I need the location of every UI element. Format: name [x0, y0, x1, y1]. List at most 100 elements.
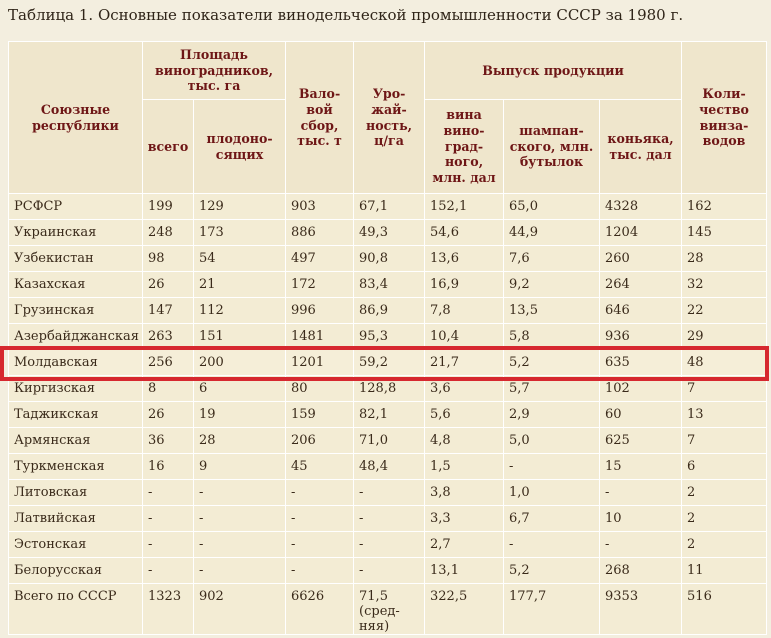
cell-cognac: 625 [599, 427, 683, 454]
cell-wineries: 13 [681, 401, 768, 428]
cell-republic: Эстонская [8, 531, 143, 558]
cell-republic: Литовская [8, 479, 143, 506]
cell-republic: Грузинская [8, 297, 143, 324]
header-wineries: Коли-чество винза-водов [681, 41, 768, 194]
cell-wine: 21,7 [424, 349, 505, 376]
table-row: Молдавская 256 200 1201 59,2 21,7 5,2 635 48 [8, 349, 768, 376]
cell-republic: Всего по СССР [8, 583, 143, 635]
cell-champagne: 5,7 [503, 375, 601, 402]
cell-republic: Молдавская [8, 349, 143, 376]
table-row: Эстонская - - - -2,7- -2 [8, 531, 768, 558]
table-row: Киргизская 8 6 80 128,8 3,6 5,7 102 7 [8, 375, 768, 402]
cell-champagne: 6,7 [503, 505, 601, 532]
cell-area-total: 36 [142, 427, 194, 454]
cell-republic: Узбекистан [8, 245, 143, 272]
header-wine: вина вино-град-ного, млн. дал [424, 99, 505, 194]
table-row: Грузинская 147 112 996 86,9 7,8 13,5 646 22 [8, 297, 768, 324]
cell-republic: Таджикская [8, 401, 143, 428]
cell-wine: 2,7 [424, 531, 505, 558]
cell-wineries: 2 [681, 505, 768, 532]
cell-area-total: 199 [142, 193, 194, 220]
cell-wine: 3,3 [424, 505, 505, 532]
cell-area-total: 248 [142, 219, 194, 246]
cell-area-total: 26 [142, 271, 194, 298]
cell-area-fruit: 173 [192, 219, 287, 246]
table-row: Туркменская 16 9 45 48,4 1,5-15 6 [8, 453, 768, 480]
cell-area-fruit: - [192, 531, 287, 558]
cell-yield: 71,5 (сред-няя) [353, 583, 426, 635]
cell-wine: 152,1 [424, 193, 505, 220]
cell-area-total: - [142, 479, 194, 506]
cell-cognac: 646 [599, 297, 683, 324]
cell-area-fruit: 151 [192, 323, 287, 350]
cell-champagne: 13,5 [503, 297, 601, 324]
cell-area-total: 26 [142, 401, 194, 428]
cell-gross: 497 [285, 245, 355, 272]
cell-wine: 54,6 [424, 219, 505, 246]
cell-champagne: - [503, 453, 601, 480]
cell-area-total: 16 [142, 453, 194, 480]
cell-cognac: 15 [599, 453, 683, 480]
cell-gross: - [285, 505, 355, 532]
cell-wineries: 11 [681, 557, 768, 584]
cell-wine: 5,6 [424, 401, 505, 428]
cell-cognac: 268 [599, 557, 683, 584]
cell-champagne: 5,2 [503, 349, 601, 376]
cell-gross: 886 [285, 219, 355, 246]
cell-area-total: 8 [142, 375, 194, 402]
cell-area-total: - [142, 531, 194, 558]
cell-yield: 90,8 [353, 245, 426, 272]
cell-cognac: 264 [599, 271, 683, 298]
table-body: РСФСР 199 129 903 67,1 152,1 65,0 4328 162 Украин… [8, 193, 768, 635]
cell-area-total: 147 [142, 297, 194, 324]
table-row: Таджикская 26 19 159 82,1 5,6 2,9 60 13 [8, 401, 768, 428]
cell-gross: 6626 [285, 583, 355, 635]
cell-republic: Киргизская [8, 375, 143, 402]
cell-yield: - [353, 505, 426, 532]
cell-wineries: 29 [681, 323, 768, 350]
cell-yield: 128,8 [353, 375, 426, 402]
table-caption: Таблица 1. Основные показатели винодельч… [8, 6, 684, 24]
cell-champagne: 1,0 [503, 479, 601, 506]
cell-wine: 1,5 [424, 453, 505, 480]
cell-yield: 82,1 [353, 401, 426, 428]
table-row: Белорусская - - - -13,1 5,2 268 11 [8, 557, 768, 584]
cell-republic: Армянская [8, 427, 143, 454]
cell-area-total: - [142, 557, 194, 584]
cell-yield: - [353, 531, 426, 558]
cell-wineries: 2 [681, 479, 768, 506]
cell-area-fruit: - [192, 479, 287, 506]
cell-cognac: 9353 [599, 583, 683, 635]
cell-yield: 48,4 [353, 453, 426, 480]
cell-wine: 3,6 [424, 375, 505, 402]
cell-yield: 71,0 [353, 427, 426, 454]
cell-wineries: 7 [681, 427, 768, 454]
cell-republic: Украинская [8, 219, 143, 246]
header-output-group: Выпуск продукции [424, 41, 683, 100]
cell-republic: Латвийская [8, 505, 143, 532]
cell-cognac: 10 [599, 505, 683, 532]
cell-cognac: 936 [599, 323, 683, 350]
table-row: Армянская 36 28 206 71,0 4,8 5,0 625 7 [8, 427, 768, 454]
cell-champagne: 65,0 [503, 193, 601, 220]
cell-area-total: 98 [142, 245, 194, 272]
cell-cognac: 260 [599, 245, 683, 272]
cell-yield: 83,4 [353, 271, 426, 298]
table-row: Азербайджанская 263 151 1481 95,3 10,4 5,8 936 2… [8, 323, 768, 350]
cell-republic: Азербайджанская [8, 323, 143, 350]
cell-gross: 172 [285, 271, 355, 298]
cell-wine: 7,8 [424, 297, 505, 324]
cell-yield: - [353, 479, 426, 506]
header-cognac: коньяка, тыс. дал [599, 99, 683, 194]
cell-yield: 49,3 [353, 219, 426, 246]
cell-wineries: 145 [681, 219, 768, 246]
table-total-row: Всего по СССР 1323 902 6626 71,5 (сред-няя) 3… [8, 583, 768, 635]
cell-wineries: 22 [681, 297, 768, 324]
cell-area-fruit: 54 [192, 245, 287, 272]
table-row: Узбекистан 98 54 497 90,8 13,6 7,6 260 28 [8, 245, 768, 272]
cell-area-fruit: 200 [192, 349, 287, 376]
cell-yield: 67,1 [353, 193, 426, 220]
cell-cognac: - [599, 531, 683, 558]
cell-wineries: 28 [681, 245, 768, 272]
cell-champagne: 5,2 [503, 557, 601, 584]
